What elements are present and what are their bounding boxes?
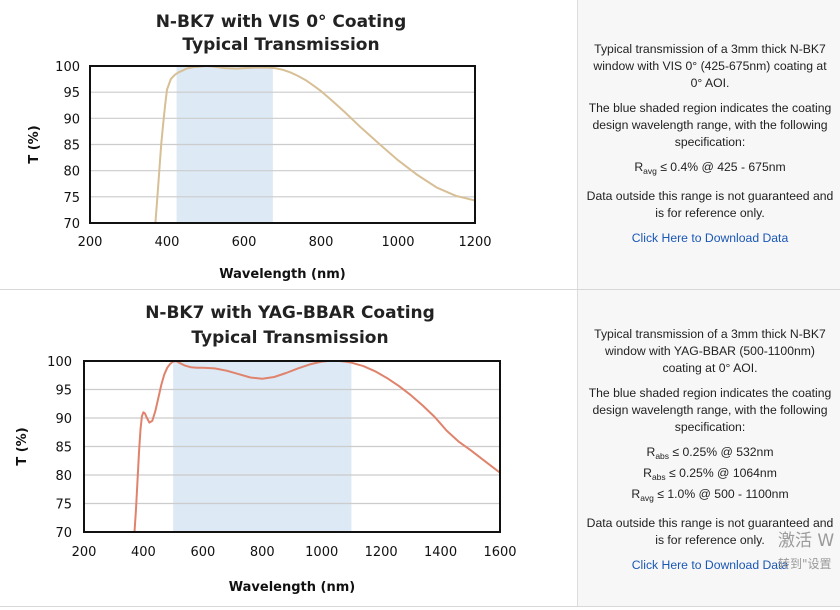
y-tick-label: 85 xyxy=(55,441,72,456)
shaded-region-note: The blue shaded region indicates the coa… xyxy=(588,101,832,149)
transmission-series-line xyxy=(133,360,500,532)
chart-subtitle: Typical Transmission xyxy=(182,35,379,55)
y-tick-label: 75 xyxy=(55,498,72,513)
y-tick-label: 95 xyxy=(63,86,80,101)
description-cell: Typical transmission of a 3mm thick N-BK… xyxy=(577,0,840,289)
y-axis-label: T (%) xyxy=(15,427,30,465)
x-tick-label: 400 xyxy=(131,545,156,560)
x-tick-label: 600 xyxy=(232,235,257,250)
disclaimer-note: Data outside this range is not guarantee… xyxy=(586,189,834,220)
x-tick-label: 1600 xyxy=(483,545,516,560)
chart-subtitle: Typical Transmission xyxy=(191,328,388,348)
spec-line: Rabs ≤ 0.25% @ 1064nm xyxy=(643,466,777,482)
chart-cell: N-BK7 with VIS 0° Coating Typical Transmi… xyxy=(0,0,577,289)
download-data-link[interactable]: Click Here to Download Data xyxy=(631,558,789,572)
x-tick-label: 1000 xyxy=(305,545,338,560)
y-tick-label: 95 xyxy=(55,384,72,399)
y-tick-label: 80 xyxy=(63,165,80,180)
spec-list: Ravg ≤ 0.4% @ 425 - 675nm xyxy=(586,159,834,180)
disclaimer-note: Data outside this range is not guarantee… xyxy=(586,516,834,547)
download-data-link[interactable]: Click Here to Download Data xyxy=(631,231,789,245)
y-tick-label: 75 xyxy=(63,191,80,206)
y-tick-label: 100 xyxy=(55,60,80,75)
x-axis-label: Wavelength (nm) xyxy=(219,267,345,282)
transmission-chart-vis: N-BK7 with VIS 0° Coating Typical Transmi… xyxy=(27,12,492,282)
transmission-chart-yag-bbar: N-BK7 with YAG-BBAR Coating Typical Trans… xyxy=(15,303,517,595)
y-tick-label: 100 xyxy=(47,355,72,370)
transmission-series-line xyxy=(154,65,475,223)
spec-list: Rabs ≤ 0.25% @ 532nm Rabs ≤ 0.25% @ 1064… xyxy=(586,444,834,507)
x-tick-label: 1200 xyxy=(458,235,491,250)
description-cell: Typical transmission of a 3mm thick N-BK… xyxy=(577,290,840,606)
y-tick-label: 90 xyxy=(55,412,72,427)
plot-frame xyxy=(89,65,476,224)
description-paragraph: Typical transmission of a 3mm thick N-BK… xyxy=(594,327,826,375)
x-tick-label: 1200 xyxy=(365,545,398,560)
y-tick-label: 70 xyxy=(55,526,72,541)
product-row-vis-coating: N-BK7 with VIS 0° Coating Typical Transmi… xyxy=(0,0,840,290)
x-tick-label: 200 xyxy=(72,545,97,560)
activation-watermark-sub: 转到"设置 xyxy=(778,557,832,571)
spec-line: Rabs ≤ 0.25% @ 532nm xyxy=(646,445,774,461)
y-tick-label: 70 xyxy=(63,217,80,232)
plot-frame xyxy=(83,360,501,533)
x-tick-label: 1400 xyxy=(424,545,457,560)
y-tick-label: 90 xyxy=(63,112,80,127)
y-tick-label: 85 xyxy=(63,139,80,154)
activation-watermark: 激活 W xyxy=(778,531,835,551)
spec-line: Ravg ≤ 1.0% @ 500 - 1100nm xyxy=(631,487,789,503)
x-axis-label: Wavelength (nm) xyxy=(229,580,355,595)
chart-title: N-BK7 with VIS 0° Coating xyxy=(156,12,407,32)
x-tick-label: 400 xyxy=(155,235,180,250)
y-axis-label: T (%) xyxy=(27,125,42,163)
chart-cell: N-BK7 with YAG-BBAR Coating Typical Trans… xyxy=(0,290,577,606)
x-tick-label: 1000 xyxy=(381,235,414,250)
product-row-yag-bbar-coating: N-BK7 with YAG-BBAR Coating Typical Trans… xyxy=(0,290,840,607)
x-tick-label: 800 xyxy=(250,545,275,560)
y-tick-label: 80 xyxy=(55,469,72,484)
chart-title: N-BK7 with YAG-BBAR Coating xyxy=(145,303,435,323)
description-text: Typical transmission of a 3mm thick N-BK… xyxy=(586,326,834,574)
x-tick-label: 200 xyxy=(78,235,103,250)
description-text: Typical transmission of a 3mm thick N-BK… xyxy=(586,41,834,247)
x-tick-label: 600 xyxy=(190,545,215,560)
description-paragraph: Typical transmission of a 3mm thick N-BK… xyxy=(593,42,827,90)
shaded-region-note: The blue shaded region indicates the coa… xyxy=(588,386,832,434)
x-tick-label: 800 xyxy=(309,235,334,250)
spec-line: Ravg ≤ 0.4% @ 425 - 675nm xyxy=(634,160,786,176)
